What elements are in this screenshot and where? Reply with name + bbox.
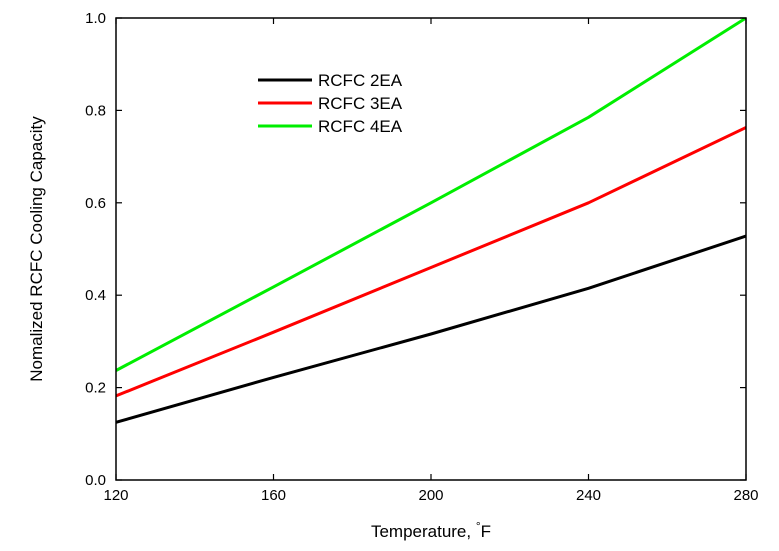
x-axis-title: Temperature, °F xyxy=(371,519,491,541)
y-tick-label: 0.0 xyxy=(85,472,106,489)
y-tick-label: 1.0 xyxy=(85,10,106,27)
plot-frame xyxy=(115,17,747,481)
y-axis-title: Nomalized RCFC Cooling Capacity xyxy=(27,116,46,382)
legend-label: RCFC 2EA xyxy=(318,71,403,90)
x-tick-label: 240 xyxy=(576,487,601,504)
series-line-rcfc-4ea xyxy=(116,18,746,372)
series-layer xyxy=(116,18,746,424)
legend-label: RCFC 4EA xyxy=(318,117,403,136)
x-tick-label: 280 xyxy=(733,487,758,504)
ticks-layer: 120 160 200 240 280 0.0 0.2 0.4 0.6 0.8 1.0 xyxy=(85,10,758,504)
y-tick-label: 0.6 xyxy=(85,195,106,212)
x-tick-label: 200 xyxy=(418,487,443,504)
y-tick-label: 0.8 xyxy=(85,102,106,119)
x-tick-label: 120 xyxy=(103,487,128,504)
y-tick-label: 0.2 xyxy=(85,380,106,397)
legend: RCFC 2EA RCFC 3EA RCFC 4EA xyxy=(258,71,403,136)
series-line-rcfc-2ea xyxy=(116,234,746,424)
x-tick-label: 160 xyxy=(261,487,286,504)
series-line-rcfc-3ea xyxy=(116,126,746,398)
legend-label: RCFC 3EA xyxy=(318,94,403,113)
y-tick-label: 0.4 xyxy=(85,287,106,304)
